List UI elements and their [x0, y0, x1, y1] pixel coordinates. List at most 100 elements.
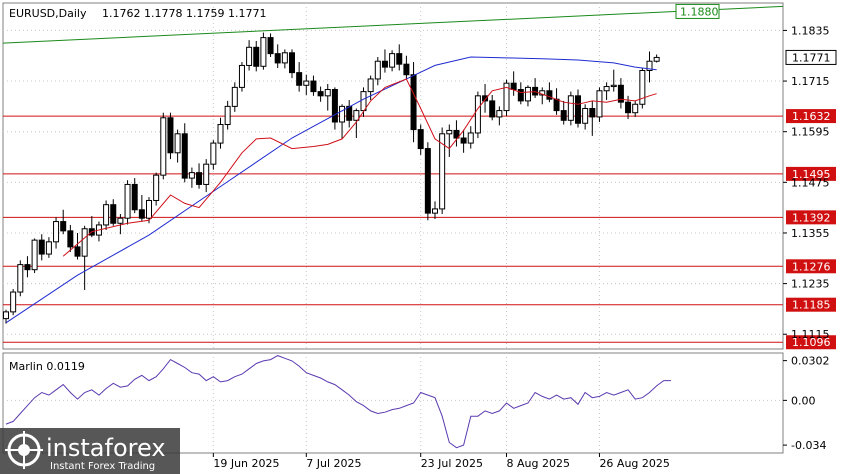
- candle: [131, 178, 138, 214]
- candle-body: [646, 60, 653, 72]
- candle: [274, 44, 281, 68]
- level-label: 1.1495: [792, 168, 831, 181]
- candle: [117, 213, 124, 235]
- candle: [210, 140, 217, 170]
- candle: [560, 100, 567, 125]
- symbol-header: EURUSD,Daily: [9, 7, 87, 20]
- candle-body: [60, 221, 67, 232]
- osc-tick-label: 0.00: [791, 394, 816, 407]
- logo-brand: instaforex: [46, 434, 166, 462]
- logo-tagline: Instant Forex Trading: [50, 461, 155, 472]
- candle-body: [453, 129, 460, 139]
- oscillator-line: [5, 355, 671, 449]
- candle: [103, 200, 110, 231]
- logo-mark-icon: [5, 431, 43, 469]
- price-tick-label: 1.1355: [791, 227, 830, 240]
- candle: [53, 217, 60, 249]
- candle-body: [417, 129, 424, 150]
- candle-body: [617, 84, 624, 103]
- candle: [439, 127, 446, 214]
- ohlc-header: 1.1762 1.1778 1.1759 1.1771: [102, 7, 266, 20]
- candle-body: [582, 107, 589, 124]
- candle-body: [410, 74, 417, 131]
- candle-body: [131, 183, 138, 211]
- candle-body: [153, 174, 160, 201]
- candle: [60, 209, 67, 235]
- candle: [167, 112, 174, 160]
- candle-body: [396, 53, 403, 65]
- trend-layer: 1.1880: [2, 3, 784, 44]
- osc-tick-label: 0.0302: [791, 355, 830, 368]
- candle-body: [124, 183, 131, 219]
- candle-body: [196, 172, 203, 185]
- candle-body: [203, 163, 210, 185]
- candle: [646, 51, 653, 83]
- candle-body: [167, 117, 174, 154]
- instaforex-logo: instaforex Instant Forex Trading: [0, 428, 180, 474]
- candle: [74, 232, 81, 260]
- candle-body: [174, 133, 181, 154]
- candle: [617, 78, 624, 109]
- candle: [217, 117, 224, 149]
- candle-body: [53, 221, 60, 243]
- candle-body: [74, 246, 81, 257]
- candle-body: [260, 37, 267, 67]
- candle: [403, 55, 410, 79]
- candle-body: [103, 204, 110, 226]
- candle: [24, 256, 31, 278]
- indicator-plot-frame: [2, 352, 784, 454]
- candle-body: [467, 132, 474, 144]
- candle: [138, 194, 145, 222]
- level-label: 1.1276: [792, 260, 831, 273]
- candle-body: [653, 56, 660, 62]
- candle: [589, 100, 596, 136]
- candle: [38, 234, 45, 261]
- candle: [331, 87, 338, 130]
- candle: [260, 32, 267, 70]
- price-tick-label: 1.1475: [791, 176, 830, 189]
- candle-body: [496, 110, 503, 118]
- candle-body: [274, 53, 281, 64]
- candle-body: [253, 46, 260, 67]
- candle-body: [238, 64, 245, 88]
- candle: [281, 49, 288, 69]
- candle-body: [346, 105, 353, 121]
- candle: [353, 108, 360, 139]
- candle: [524, 85, 531, 107]
- candle-body: [403, 63, 410, 76]
- grid-layer: [3, 3, 783, 453]
- candle-body: [353, 110, 360, 121]
- candle-body: [503, 82, 510, 112]
- level-label: 1.1185: [792, 299, 831, 312]
- candle-body: [381, 60, 388, 68]
- candle-body: [575, 95, 581, 124]
- candle-body: [625, 101, 632, 114]
- candle: [460, 129, 467, 153]
- candle: [146, 197, 152, 224]
- candle-body: [138, 209, 145, 219]
- candle-body: [367, 78, 374, 93]
- trendline-badge: [675, 3, 720, 19]
- candle-body: [596, 90, 603, 118]
- ma-layer: [5, 56, 657, 324]
- candle: [496, 106, 503, 126]
- price-tick-label: 1.1235: [791, 278, 830, 291]
- candle: [575, 89, 581, 128]
- candle-body: [603, 86, 610, 92]
- main-plot-frame: [2, 2, 784, 350]
- candle-body: [331, 89, 338, 123]
- candle: [339, 104, 346, 139]
- candle-body: [303, 80, 310, 86]
- level-badge: [786, 109, 836, 124]
- candle: [546, 82, 553, 103]
- candle-body: [424, 148, 431, 214]
- candle-body: [489, 100, 496, 118]
- candle: [246, 40, 253, 71]
- moving-average-red: [62, 78, 657, 257]
- time-tick-label: 26 Aug 2025: [599, 457, 669, 470]
- candle: [381, 49, 388, 73]
- indicator-title: Marlin 0.0119: [9, 360, 85, 373]
- candle: [482, 84, 489, 113]
